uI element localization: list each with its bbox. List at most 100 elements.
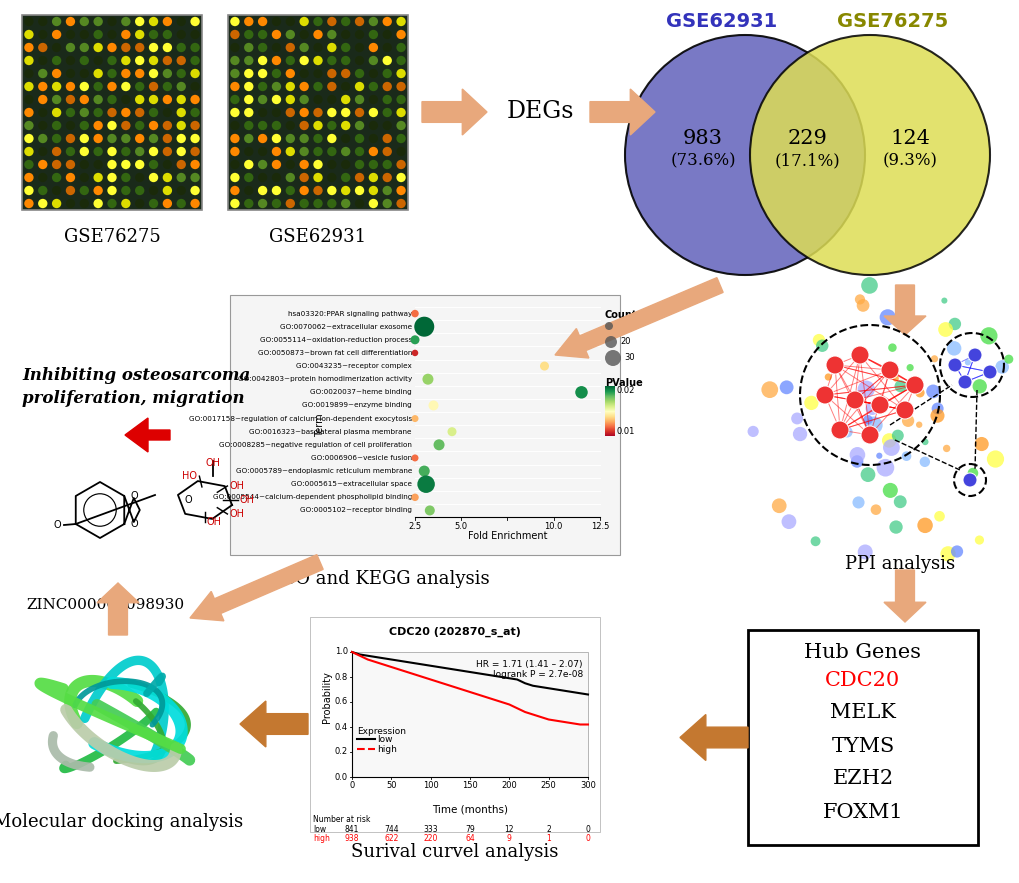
- Text: GO:0005789~endoplasmic reticulum membrane: GO:0005789~endoplasmic reticulum membran…: [235, 468, 412, 474]
- Text: DEGs: DEGs: [505, 101, 573, 124]
- Circle shape: [300, 30, 309, 39]
- Circle shape: [857, 545, 872, 560]
- Circle shape: [258, 56, 267, 65]
- Circle shape: [163, 69, 172, 79]
- Circle shape: [244, 30, 253, 39]
- Circle shape: [52, 121, 61, 130]
- Circle shape: [962, 473, 976, 487]
- Circle shape: [38, 42, 48, 52]
- Circle shape: [149, 69, 158, 79]
- Circle shape: [340, 69, 351, 79]
- Circle shape: [313, 121, 322, 130]
- Circle shape: [38, 121, 48, 130]
- Circle shape: [107, 173, 116, 182]
- Circle shape: [38, 160, 48, 170]
- Circle shape: [24, 185, 34, 195]
- Circle shape: [24, 108, 34, 117]
- Text: O: O: [53, 520, 61, 530]
- Circle shape: [327, 17, 336, 26]
- Bar: [604, 415, 614, 416]
- Circle shape: [327, 121, 336, 130]
- Circle shape: [539, 361, 548, 371]
- Text: 841: 841: [344, 825, 359, 834]
- Circle shape: [107, 185, 116, 195]
- Text: 0.2: 0.2: [334, 748, 347, 757]
- Bar: [604, 389, 614, 390]
- Circle shape: [38, 108, 48, 117]
- Circle shape: [163, 42, 172, 52]
- Circle shape: [825, 356, 843, 374]
- Circle shape: [149, 56, 158, 65]
- Circle shape: [176, 108, 185, 117]
- Circle shape: [24, 69, 34, 79]
- Circle shape: [368, 173, 378, 182]
- Circle shape: [121, 82, 130, 91]
- Circle shape: [271, 108, 281, 117]
- Circle shape: [396, 147, 406, 156]
- Circle shape: [889, 520, 902, 533]
- Circle shape: [52, 185, 61, 195]
- Circle shape: [191, 30, 200, 39]
- Circle shape: [340, 121, 351, 130]
- Bar: [604, 426, 614, 427]
- Bar: [604, 387, 614, 388]
- Circle shape: [411, 310, 419, 317]
- Circle shape: [327, 199, 336, 208]
- Circle shape: [368, 94, 378, 104]
- Circle shape: [24, 30, 34, 39]
- Bar: [604, 407, 614, 408]
- Text: 0: 0: [350, 781, 355, 790]
- Text: GO:0042803~protein homodimerization activity: GO:0042803~protein homodimerization acti…: [237, 376, 412, 382]
- Circle shape: [285, 69, 294, 79]
- Bar: [22, 15, 202, 210]
- Circle shape: [79, 17, 89, 26]
- Circle shape: [930, 355, 937, 362]
- Circle shape: [830, 421, 848, 439]
- Circle shape: [230, 108, 239, 117]
- Circle shape: [355, 108, 364, 117]
- Bar: [604, 411, 614, 412]
- Circle shape: [285, 173, 294, 182]
- Circle shape: [355, 185, 364, 195]
- Circle shape: [995, 360, 1008, 374]
- Circle shape: [121, 173, 130, 182]
- Circle shape: [340, 185, 351, 195]
- Text: 1.0: 1.0: [334, 647, 347, 656]
- Bar: [229, 295, 620, 555]
- Bar: [604, 406, 614, 407]
- Text: 124: 124: [890, 129, 929, 148]
- Circle shape: [875, 453, 881, 459]
- Circle shape: [79, 199, 89, 208]
- Text: Hub Genes: Hub Genes: [804, 643, 920, 661]
- Circle shape: [355, 42, 364, 52]
- Bar: [604, 433, 614, 434]
- Bar: [604, 388, 614, 389]
- Circle shape: [163, 17, 172, 26]
- Text: GO and KEGG analysis: GO and KEGG analysis: [280, 570, 489, 588]
- Circle shape: [300, 94, 309, 104]
- Circle shape: [812, 334, 824, 346]
- Circle shape: [107, 94, 116, 104]
- Circle shape: [121, 199, 130, 208]
- Circle shape: [604, 336, 616, 348]
- Circle shape: [135, 69, 145, 79]
- Circle shape: [176, 173, 185, 182]
- Circle shape: [65, 30, 75, 39]
- Text: 2: 2: [546, 825, 550, 834]
- Circle shape: [79, 121, 89, 130]
- Circle shape: [285, 17, 294, 26]
- Text: GO:0016323~basolateral plasma membrane: GO:0016323~basolateral plasma membrane: [250, 428, 412, 434]
- Text: Expression: Expression: [357, 727, 406, 736]
- Circle shape: [411, 494, 419, 501]
- Circle shape: [191, 94, 200, 104]
- Circle shape: [285, 56, 294, 65]
- Text: 64: 64: [465, 834, 475, 843]
- Bar: [604, 431, 614, 432]
- Polygon shape: [883, 285, 925, 335]
- Circle shape: [107, 82, 116, 91]
- Circle shape: [79, 82, 89, 91]
- Circle shape: [967, 348, 981, 362]
- Bar: [604, 416, 614, 417]
- Circle shape: [327, 147, 336, 156]
- Circle shape: [300, 160, 309, 170]
